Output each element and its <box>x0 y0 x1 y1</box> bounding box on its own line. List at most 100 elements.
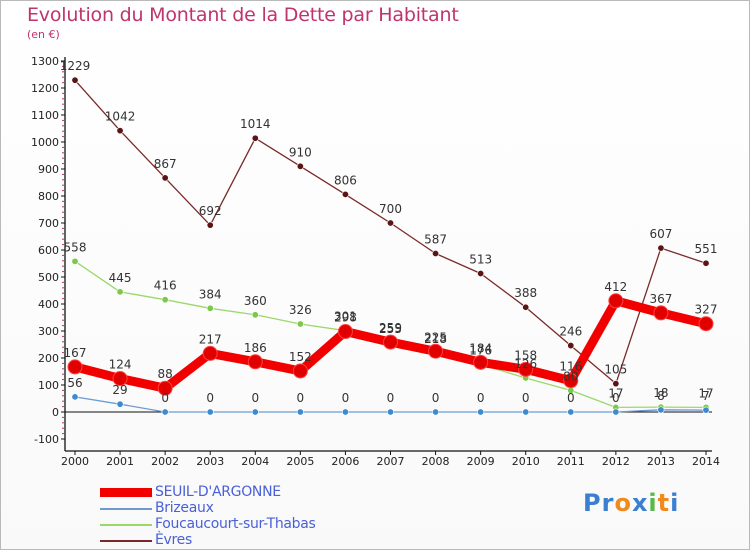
data-point <box>657 244 665 252</box>
data-label: 186 <box>244 341 267 355</box>
data-label: 105 <box>604 363 627 377</box>
data-point <box>161 296 169 304</box>
data-point <box>161 174 169 182</box>
y-tick-label: 600 <box>38 244 59 257</box>
legend-label-foucaucourt: Foucaucourt-sur-Thabas <box>155 516 316 532</box>
data-label: 700 <box>379 202 402 216</box>
data-point <box>112 371 128 387</box>
x-tick-label: 2013 <box>647 455 675 468</box>
data-label: 1014 <box>240 117 271 131</box>
x-tick-label: 2002 <box>151 455 179 468</box>
x-tick-label: 2009 <box>467 455 495 468</box>
data-label: 259 <box>379 321 402 335</box>
data-point <box>522 303 530 311</box>
y-tick-label: 1200 <box>31 82 59 95</box>
x-tick-label: 2001 <box>106 455 134 468</box>
data-label: 326 <box>289 303 312 317</box>
data-point <box>116 288 124 296</box>
y-tick-label: 200 <box>38 352 59 365</box>
data-label: 384 <box>199 287 222 301</box>
logo-letter: r <box>601 489 615 517</box>
data-label: 184 <box>469 341 492 355</box>
data-label: 607 <box>649 227 672 241</box>
data-point <box>202 345 218 361</box>
data-point <box>608 293 624 309</box>
legend-swatch-brizeaux <box>100 508 152 510</box>
data-point <box>518 361 534 377</box>
data-point <box>612 380 620 388</box>
x-tick-label: 2010 <box>512 455 540 468</box>
data-label: 217 <box>199 332 222 346</box>
data-point <box>71 76 79 84</box>
y-tick-label: 900 <box>38 163 59 176</box>
data-point <box>702 259 710 267</box>
legend-swatch-foucaucourt <box>100 524 152 526</box>
x-tick-label: 2004 <box>241 455 269 468</box>
data-point <box>71 257 79 265</box>
data-point <box>251 408 259 416</box>
legend-label-seuil: SEUIL-D'ARGONNE <box>155 484 281 500</box>
y-tick-label: 700 <box>38 217 59 230</box>
y-tick-label: 1300 <box>31 55 59 68</box>
data-point <box>563 373 579 389</box>
data-point <box>116 127 124 135</box>
data-point <box>567 408 575 416</box>
y-tick-label: 800 <box>38 190 59 203</box>
data-label: 587 <box>424 233 447 247</box>
y-tick-label: 0 <box>52 406 59 419</box>
y-tick-label: 1000 <box>31 136 59 149</box>
data-label: 0 <box>477 391 485 405</box>
y-tick-label: 300 <box>38 325 59 338</box>
data-label: 246 <box>559 325 582 339</box>
logo-letter: P <box>583 489 602 517</box>
y-tick-label: 100 <box>38 379 59 392</box>
data-point <box>116 400 124 408</box>
data-label: 0 <box>432 391 440 405</box>
data-label: 17 <box>608 386 623 400</box>
data-label: 1042 <box>105 110 136 124</box>
data-point <box>296 320 304 328</box>
data-label: 0 <box>206 391 214 405</box>
data-label: 0 <box>612 391 620 405</box>
data-label: 360 <box>244 294 267 308</box>
data-label: 8 <box>657 389 665 403</box>
proxiti-logo: Proxiti <box>583 489 679 517</box>
data-point <box>251 311 259 319</box>
data-label: 367 <box>649 292 672 306</box>
data-point <box>567 342 575 350</box>
data-label: 225 <box>424 330 447 344</box>
data-point <box>657 406 665 414</box>
data-label: 17 <box>698 386 713 400</box>
data-label: 29 <box>112 383 127 397</box>
y-tick-label: -100 <box>34 433 59 446</box>
data-label: 158 <box>514 348 537 362</box>
data-point <box>612 408 620 416</box>
data-point <box>206 221 214 229</box>
data-point <box>247 354 263 370</box>
data-point <box>296 408 304 416</box>
data-label: 867 <box>154 157 177 171</box>
data-label: 7 <box>702 389 710 403</box>
logo-letter: o <box>614 489 632 517</box>
legend-swatch-seuil <box>100 488 152 497</box>
data-label: 692 <box>199 204 222 218</box>
data-label: 56 <box>67 376 82 390</box>
data-label: 551 <box>695 242 718 256</box>
data-point <box>296 162 304 170</box>
data-label: 806 <box>334 173 357 187</box>
legend-label-evres: Èvres <box>155 532 192 548</box>
data-point <box>157 380 173 396</box>
logo-letter: i <box>648 489 658 517</box>
data-label: 218 <box>424 332 447 346</box>
x-tick-label: 2005 <box>286 455 314 468</box>
data-label: 255 <box>379 322 402 336</box>
data-label: 298 <box>334 311 357 325</box>
data-label: 301 <box>334 310 357 324</box>
data-point <box>522 408 530 416</box>
data-point <box>428 343 444 359</box>
x-tick-label: 2003 <box>196 455 224 468</box>
x-tick-label: 2014 <box>692 455 720 468</box>
logo-letter: i <box>670 489 680 517</box>
